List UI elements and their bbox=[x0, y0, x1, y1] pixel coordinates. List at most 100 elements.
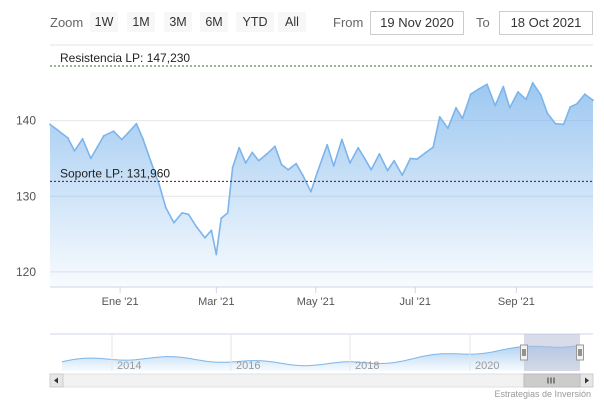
navigator-right-handle[interactable] bbox=[576, 344, 584, 361]
data-point bbox=[135, 122, 138, 125]
data-point bbox=[195, 226, 198, 229]
data-point bbox=[378, 153, 381, 155]
data-point bbox=[321, 157, 324, 160]
data-point bbox=[357, 146, 360, 149]
data-point bbox=[301, 174, 304, 177]
range-selector: Zoom 1W 1M 3M 6M YTD All From 19 Nov 202… bbox=[0, 0, 604, 44]
data-point bbox=[280, 163, 283, 166]
data-point bbox=[244, 162, 247, 164]
zoom-3m-button[interactable]: 3M bbox=[164, 12, 192, 32]
data-point bbox=[554, 122, 557, 125]
data-point bbox=[363, 157, 366, 160]
data-point bbox=[158, 184, 161, 186]
data-point bbox=[238, 146, 241, 149]
scroll-left-arrow-icon bbox=[54, 377, 58, 384]
from-date-input[interactable]: 19 Nov 2020 bbox=[370, 11, 464, 35]
data-point bbox=[588, 97, 591, 99]
data-point bbox=[215, 253, 218, 256]
data-point bbox=[57, 129, 60, 132]
data-point bbox=[266, 153, 268, 155]
x-tick-label: Mar '21 bbox=[198, 296, 234, 308]
resistance-label: Resistencia LP: 147,230 bbox=[60, 51, 190, 65]
data-point bbox=[569, 106, 572, 108]
from-label: From bbox=[333, 15, 364, 30]
data-point bbox=[409, 157, 412, 160]
data-point bbox=[332, 165, 335, 167]
data-point bbox=[310, 190, 312, 193]
y-tick-label: 140 bbox=[16, 114, 36, 128]
zoom-1w-button[interactable]: 1W bbox=[90, 12, 118, 32]
data-point bbox=[226, 212, 229, 214]
data-point bbox=[316, 171, 319, 174]
scrollbar-thumb[interactable] bbox=[523, 373, 581, 388]
data-point bbox=[187, 213, 190, 216]
data-point bbox=[220, 217, 223, 220]
data-point bbox=[438, 115, 441, 118]
navigator-year-label: 2016 bbox=[236, 360, 260, 372]
data-point bbox=[562, 123, 565, 126]
data-point bbox=[583, 93, 586, 96]
data-point bbox=[164, 206, 167, 209]
data-point bbox=[393, 159, 395, 162]
data-point bbox=[173, 221, 175, 224]
credits-text: Estrategias de Inversión bbox=[494, 389, 591, 399]
x-tick-label: Jul '21 bbox=[400, 296, 431, 308]
data-point bbox=[502, 85, 505, 88]
zoom-6m-button[interactable]: 6M bbox=[200, 12, 228, 32]
data-point bbox=[575, 103, 578, 105]
data-point bbox=[349, 162, 351, 164]
data-point bbox=[142, 137, 144, 140]
data-point bbox=[401, 174, 404, 177]
data-point bbox=[257, 159, 260, 162]
data-point bbox=[494, 104, 497, 107]
data-point bbox=[295, 162, 298, 165]
data-point bbox=[539, 94, 542, 96]
data-point bbox=[326, 143, 329, 146]
navigator-area bbox=[62, 345, 580, 371]
x-tick-label: Ene '21 bbox=[102, 296, 139, 308]
data-point bbox=[150, 161, 153, 164]
data-point bbox=[416, 158, 418, 161]
data-point bbox=[89, 157, 92, 160]
series-area bbox=[50, 82, 593, 287]
data-point bbox=[370, 168, 373, 171]
zoom-all-button[interactable]: All bbox=[278, 12, 306, 32]
data-point bbox=[469, 93, 472, 96]
data-point bbox=[341, 138, 343, 141]
zoom-ytd-button[interactable]: YTD bbox=[236, 12, 274, 32]
data-point bbox=[102, 134, 105, 137]
x-tick-label: Sep '21 bbox=[498, 296, 535, 308]
data-point bbox=[478, 88, 480, 90]
navigator-left-handle[interactable] bbox=[520, 344, 528, 361]
data-point bbox=[204, 236, 206, 239]
navigator[interactable]: 2014 2016 2018 2020 bbox=[49, 333, 594, 388]
data-point bbox=[432, 146, 435, 149]
data-point bbox=[508, 106, 511, 109]
zoom-1m-button[interactable]: 1M bbox=[127, 12, 155, 32]
zoom-label: Zoom bbox=[50, 15, 84, 30]
data-point bbox=[525, 98, 527, 101]
data-point bbox=[112, 130, 115, 133]
to-date-input[interactable]: 18 Oct 2021 bbox=[499, 11, 593, 35]
data-point bbox=[287, 168, 289, 171]
navigator-selection[interactable] bbox=[524, 334, 580, 371]
y-tick-label: 120 bbox=[16, 265, 36, 279]
data-point bbox=[424, 152, 426, 155]
data-point bbox=[486, 83, 488, 86]
data-point bbox=[274, 145, 276, 148]
scroll-right-arrow-icon bbox=[585, 377, 589, 384]
data-point bbox=[96, 146, 99, 149]
data-point bbox=[73, 150, 76, 152]
data-point bbox=[231, 166, 234, 169]
scrollbar-track[interactable] bbox=[49, 373, 594, 388]
data-point bbox=[181, 212, 184, 214]
data-point bbox=[251, 151, 254, 154]
to-label: To bbox=[476, 15, 490, 30]
y-tick-label: 130 bbox=[16, 189, 36, 203]
data-point bbox=[447, 127, 449, 130]
navigator-year-label: 2018 bbox=[355, 360, 379, 372]
data-point bbox=[120, 138, 123, 141]
series-line bbox=[49, 82, 594, 256]
x-tick-label: May '21 bbox=[297, 296, 335, 308]
